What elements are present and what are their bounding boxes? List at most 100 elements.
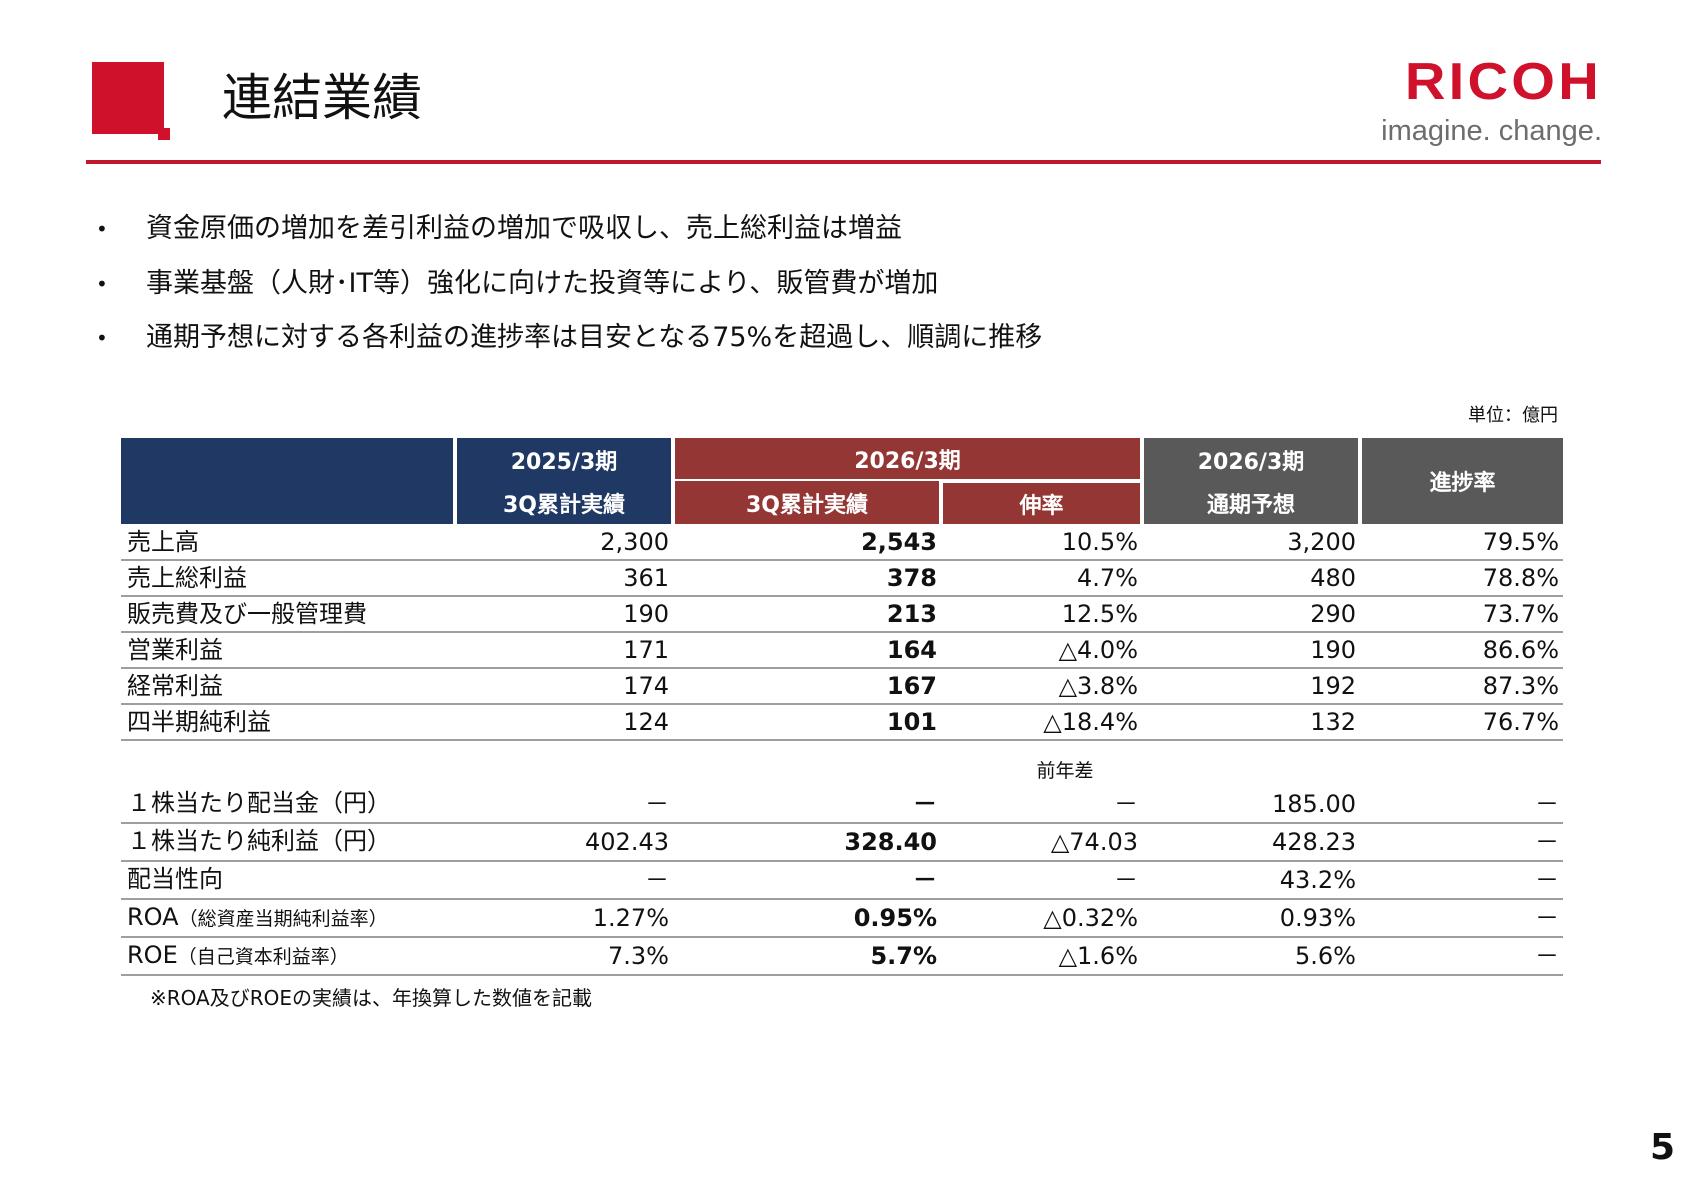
cell-fy25: －: [455, 786, 673, 824]
cell-forecast: 3,200: [1142, 524, 1360, 561]
header-text: 3Q累計実績: [745, 492, 868, 518]
bullet-icon: •: [96, 272, 108, 296]
cell-growth: 4.7%: [941, 560, 1142, 597]
cell-progress: －: [1360, 823, 1563, 862]
cell-progress: 79.5%: [1360, 524, 1563, 561]
cell-progress: －: [1360, 786, 1563, 824]
header-blank: [121, 438, 453, 524]
cell-progress: －: [1360, 937, 1563, 976]
label-subtext: （総資産当期純利益率）: [178, 908, 388, 930]
table-row: 販売費及び一般管理費 190 213 12.5% 290 73.7%: [121, 596, 1563, 633]
cell-growth: △18.4%: [941, 704, 1142, 741]
cell-progress: －: [1360, 899, 1563, 938]
label-text: ROE: [127, 941, 178, 969]
label-text: 経常利益: [127, 672, 223, 700]
label-text: 販売費及び一般管理費: [127, 600, 367, 628]
cell-fy26: 0.95%: [673, 899, 941, 938]
cell-fy25: 402.43: [455, 823, 673, 862]
cell-fy26: 213: [673, 596, 941, 633]
cell-forecast: 428.23: [1142, 823, 1360, 862]
bullet-icon: •: [96, 326, 108, 350]
cell-forecast: 480: [1142, 560, 1360, 597]
table-row: ROE（自己資本利益率） 7.3% 5.7% △1.6% 5.6% －: [121, 937, 1563, 976]
header-text: 通期予想: [1206, 492, 1295, 518]
cell-fy26: －: [673, 786, 941, 824]
unit-label: 単位：億円: [1468, 405, 1558, 426]
cell-fy25: 190: [455, 596, 673, 633]
footnote: ※ROA及びROEの実績は、年換算した数値を記載: [150, 986, 593, 1010]
table-row: ROA（総資産当期純利益率） 1.27% 0.95% △0.32% 0.93% －: [121, 899, 1563, 938]
cell-diff: －: [941, 786, 1142, 824]
row-label: 経常利益: [121, 668, 455, 705]
table-row: 四半期純利益 124 101 △18.4% 132 76.7%: [121, 704, 1563, 741]
header-text: 2026/3期: [854, 448, 961, 474]
cell-fy25: 174: [455, 668, 673, 705]
cell-fy25: －: [455, 861, 673, 900]
cell-fy26: 2,543: [673, 524, 941, 561]
row-label: 配当性向: [121, 861, 455, 900]
cell-diff: －: [941, 861, 1142, 900]
cell-diff: △1.6%: [941, 937, 1142, 976]
row-label: １株当たり純利益（円）: [121, 823, 455, 862]
yoy-diff-label: 前年差: [1036, 760, 1094, 782]
header-text: 進捗率: [1429, 471, 1496, 496]
cell-forecast: 43.2%: [1142, 861, 1360, 900]
cell-fy26: 164: [673, 632, 941, 669]
header-fy26-actual: 3Q累計実績: [675, 481, 939, 524]
cell-forecast: 290: [1142, 596, 1360, 633]
cell-forecast: 185.00: [1142, 786, 1360, 824]
row-label: ROE（自己資本利益率）: [121, 937, 455, 976]
cell-growth: △4.0%: [941, 632, 1142, 669]
row-label: 四半期純利益: [121, 704, 455, 741]
header-divider: [86, 160, 1601, 164]
row-label: 売上総利益: [121, 560, 455, 597]
cell-forecast: 132: [1142, 704, 1360, 741]
header-text: 3Q累計実績: [502, 492, 625, 518]
row-label: １株当たり配当金（円）: [121, 786, 455, 824]
cell-forecast: 5.6%: [1142, 937, 1360, 976]
table-row: 営業利益 171 164 △4.0% 190 86.6%: [121, 632, 1563, 669]
header-text: 2025/3期: [510, 449, 618, 475]
cell-fy25: 7.3%: [455, 937, 673, 976]
label-text: 四半期純利益: [127, 708, 271, 736]
cell-forecast: 190: [1142, 632, 1360, 669]
results-table: 売上高 2,300 2,543 10.5% 3,200 79.5% 売上総利益 361 378 4…: [121, 524, 1563, 741]
ricoh-logo: RICOH imagine. change.: [1362, 56, 1602, 148]
table-row: １株当たり配当金（円）－－－ 185.00 －: [121, 786, 1563, 824]
cell-fy26: 5.7%: [673, 937, 941, 976]
header-fy26: 2026/3期: [675, 438, 1140, 479]
cell-diff: △74.03: [941, 823, 1142, 862]
cell-growth: 12.5%: [941, 596, 1142, 633]
label-text: ROA: [127, 903, 179, 931]
label-text: １株当たり純利益（円）: [127, 827, 391, 855]
bullet-icon: •: [96, 217, 108, 241]
table-row: 売上総利益 361 378 4.7% 480 78.8%: [121, 560, 1563, 597]
row-label: 販売費及び一般管理費: [121, 596, 455, 633]
cell-progress: 78.8%: [1360, 560, 1563, 597]
label-text: １株当たり配当金（円）: [127, 789, 391, 817]
logo-wordmark: RICOH: [1404, 53, 1602, 111]
row-label: 営業利益: [121, 632, 455, 669]
cell-fy25: 361: [455, 560, 673, 597]
cell-growth: △3.8%: [941, 668, 1142, 705]
cell-progress: －: [1360, 861, 1563, 900]
row-label: ROA（総資産当期純利益率）: [121, 899, 455, 938]
cell-fy25: 1.27%: [455, 899, 673, 938]
cell-progress: 87.3%: [1360, 668, 1563, 705]
label-text: 配当性向: [127, 865, 223, 893]
cell-forecast: 192: [1142, 668, 1360, 705]
label-text: 売上総利益: [127, 564, 247, 592]
label-subtext: （自己資本利益率）: [177, 946, 349, 968]
table-row: 経常利益 174 167 △3.8% 192 87.3%: [121, 668, 1563, 705]
cell-fy26: 328.40: [673, 823, 941, 862]
cell-forecast: 0.93%: [1142, 899, 1360, 938]
cell-fy26: 167: [673, 668, 941, 705]
cell-fy25: 2,300: [455, 524, 673, 561]
table-row: 売上高 2,300 2,543 10.5% 3,200 79.5%: [121, 524, 1563, 561]
table-row: 配当性向－－－ 43.2% －: [121, 861, 1563, 900]
page-title: 連結業績: [222, 69, 422, 127]
cell-fy26: 378: [673, 560, 941, 597]
header-forecast: 2026/3期 通期予想: [1144, 438, 1358, 524]
header-fy25: 2025/3期 3Q累計実績: [457, 438, 671, 524]
header-growth: 伸率: [941, 481, 1140, 524]
